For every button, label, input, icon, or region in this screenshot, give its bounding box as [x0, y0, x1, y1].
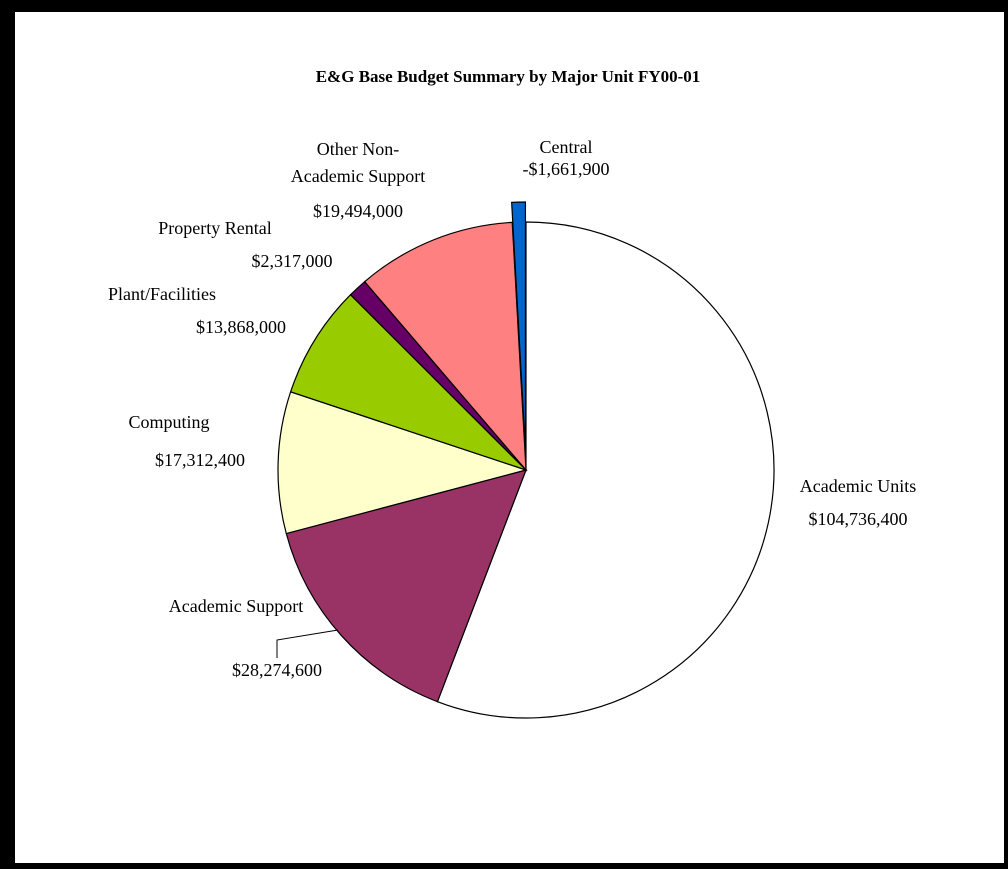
pie-slice-academic-support: [285, 469, 527, 703]
slice-label-plant-facilities: Plant/Facilities: [108, 284, 216, 304]
slice-value-academic-units: $104,736,400: [809, 509, 908, 529]
slice-label-academic-support: Academic Support: [169, 596, 303, 616]
chart-title: E&G Base Budget Summary by Major Unit FY…: [316, 67, 701, 86]
pie-slice-computing: [277, 391, 529, 535]
slice-label-central: Central: [540, 137, 593, 157]
slice-value-other-non-academic-support: $19,494,000: [313, 201, 403, 221]
pie-slice-central: [511, 201, 527, 451]
slice-value-property-rental: $2,317,000: [252, 251, 333, 271]
slice-label-other-non-academic-support-line-1: Other Non-: [317, 139, 399, 159]
slice-label-property-rental: Property Rental: [158, 218, 271, 238]
slice-value-academic-support: $28,274,600: [232, 660, 322, 680]
slice-label-academic-units: Academic Units: [800, 476, 916, 496]
pie-slice-plant-facilities: [289, 293, 527, 471]
pie-slice-other-non-academic-support: [363, 221, 527, 472]
slice-label-other-non-academic-support-line-2: Academic Support: [291, 166, 425, 186]
slice-label-computing: Computing: [128, 412, 209, 432]
slice-value-central: -$1,661,900: [523, 159, 610, 179]
pie-slice-academic-units: [436, 221, 775, 719]
slice-value-plant-facilities: $13,868,000: [196, 317, 286, 337]
slice-value-computing: $17,312,400: [155, 450, 245, 470]
leader-line-academic-support: [276, 629, 339, 658]
